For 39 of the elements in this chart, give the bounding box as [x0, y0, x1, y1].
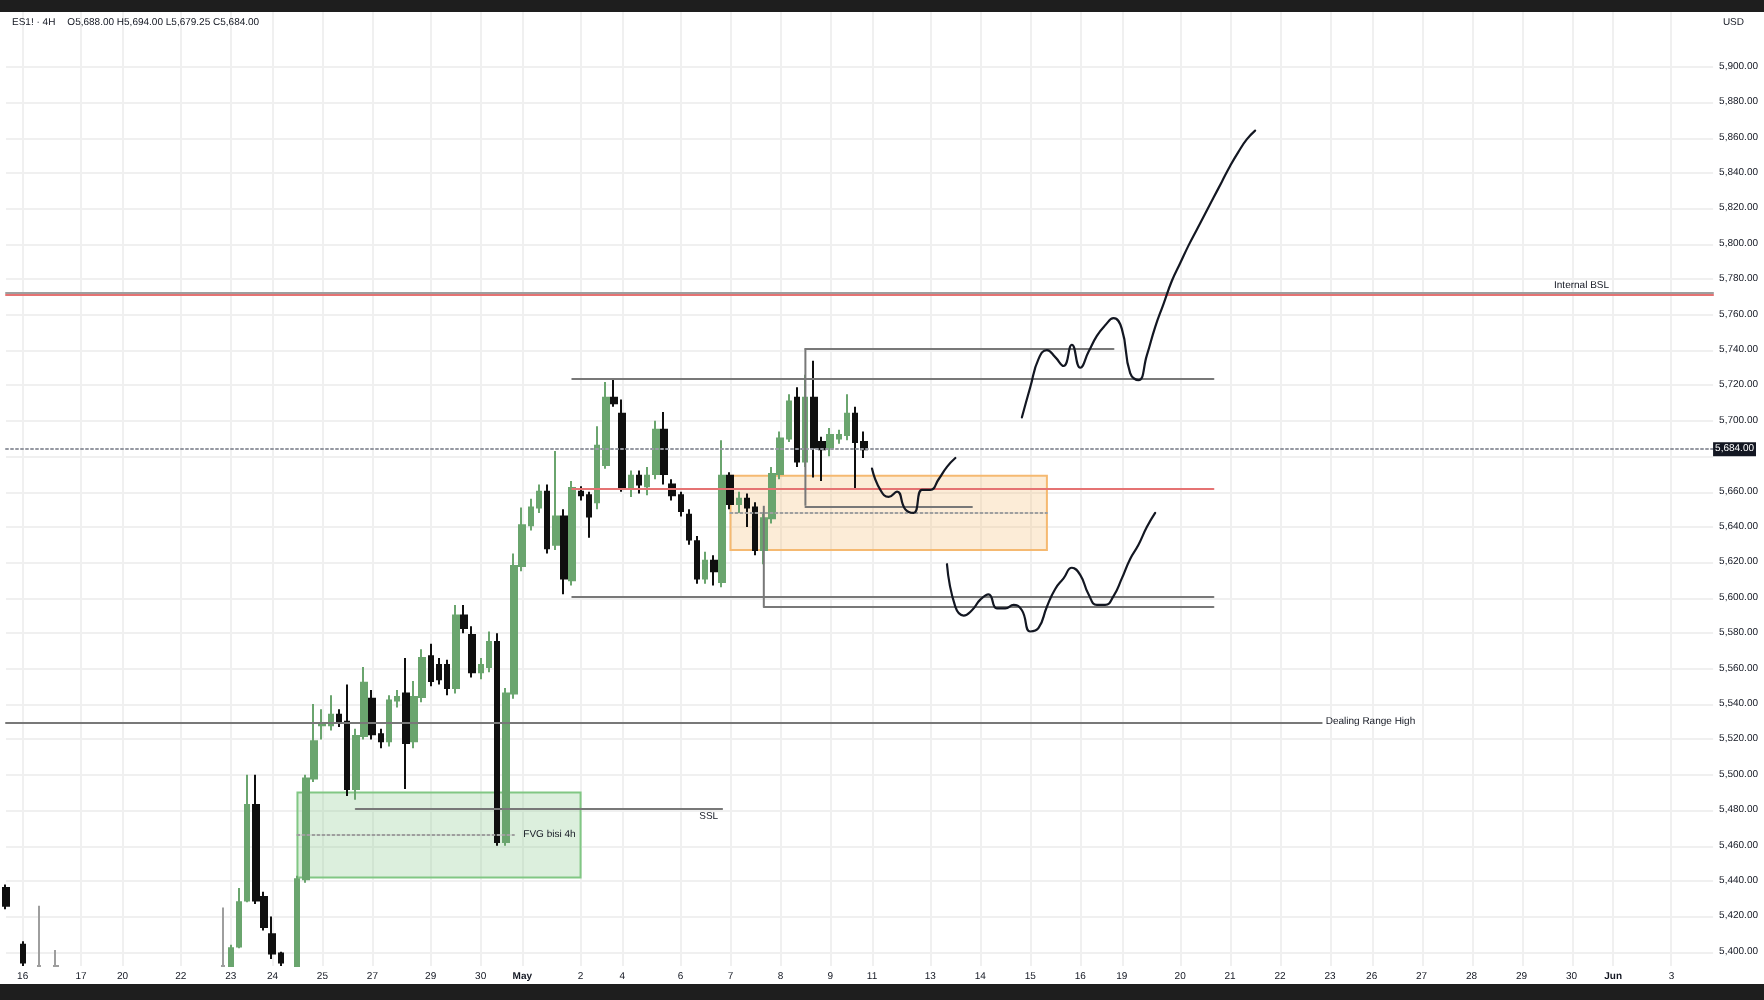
- candlestick: [736, 490, 742, 514]
- line-series: [945, 511, 1157, 633]
- candlestick: [494, 632, 500, 847]
- candlestick: [560, 508, 568, 596]
- candlestick: [752, 501, 758, 557]
- candlestick: [636, 469, 642, 495]
- candlestick: [344, 683, 350, 798]
- candlestick: [660, 411, 668, 486]
- candlestick: [368, 688, 376, 741]
- candlestick: [20, 940, 26, 967]
- candlestick: [36, 904, 42, 967]
- candlestick: [652, 419, 660, 481]
- candlestick: [568, 480, 576, 587]
- candlestick: [844, 393, 850, 442]
- line-series: [1020, 129, 1257, 419]
- candlestick: [544, 483, 550, 555]
- candlestick: [694, 534, 700, 585]
- candlestick: [794, 386, 800, 468]
- candlestick: [220, 906, 226, 967]
- candlestick: [428, 642, 434, 688]
- candlestick: [52, 949, 60, 967]
- candlestick: [826, 426, 834, 458]
- line-series: [870, 456, 957, 514]
- candlestick: [718, 439, 726, 589]
- candlestick: [2, 883, 10, 911]
- candlestick: [726, 471, 734, 511]
- candlestick: [552, 449, 560, 552]
- candlestick: [710, 554, 718, 587]
- candlestick: [810, 359, 818, 479]
- candlestick: [444, 658, 450, 697]
- candlestick: [486, 630, 492, 674]
- candlestick: [702, 550, 708, 585]
- candlestick: [628, 469, 634, 498]
- candlestick: [402, 657, 410, 791]
- candlestick: [452, 603, 460, 695]
- candlestick: [644, 465, 650, 497]
- candlestick: [386, 694, 392, 748]
- candlestick: [586, 490, 592, 539]
- candlestick: [686, 508, 692, 546]
